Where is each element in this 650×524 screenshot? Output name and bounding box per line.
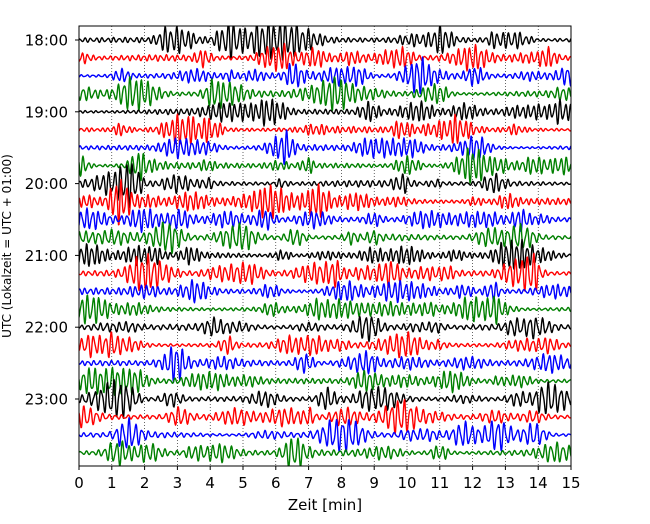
y-tick-label: 18:00 <box>25 32 68 50</box>
seismogram-trace <box>79 346 571 384</box>
x-tick-label: 8 <box>337 474 347 492</box>
seismogram-trace <box>79 129 571 166</box>
seismogram-trace <box>79 163 571 209</box>
x-tick-label: 10 <box>397 474 416 492</box>
seismogram-trace <box>79 331 571 359</box>
y-tick-label: 23:00 <box>25 391 68 409</box>
vertical-grid-lines <box>111 26 539 466</box>
seismogram-trace <box>79 315 571 343</box>
plot-frame <box>78 25 572 467</box>
x-tick-label: 4 <box>205 474 215 492</box>
x-tick-label: 11 <box>430 474 449 492</box>
x-tick-label: 2 <box>140 474 150 492</box>
seismogram-trace <box>79 98 571 127</box>
seismogram-trace <box>79 26 571 61</box>
trace-group <box>79 26 571 466</box>
seismogram-trace <box>79 252 571 292</box>
seismogram-trace <box>79 113 571 145</box>
seismogram-trace <box>79 278 571 304</box>
seismogram-trace <box>79 42 571 73</box>
y-tick-label: 20:00 <box>25 175 68 193</box>
seismogram-trace <box>79 147 571 184</box>
seismogram-trace <box>79 378 571 419</box>
x-tick-label: 14 <box>529 474 548 492</box>
seismogram-trace <box>79 221 571 255</box>
seismogram-trace <box>79 75 571 112</box>
seismogram-trace <box>79 417 571 453</box>
x-tick-label: 13 <box>496 474 515 492</box>
x-tick-label: 0 <box>74 474 84 492</box>
x-tick-label: 3 <box>173 474 183 492</box>
x-tick-label: 6 <box>271 474 281 492</box>
seismogram-trace <box>79 437 571 466</box>
seismogram-trace <box>79 178 571 226</box>
x-tick-label: 1 <box>107 474 117 492</box>
x-axis: 0 1 2 3 4 5 6 7 8 9 10 11 12 13 14 15 <box>74 466 581 492</box>
x-tick-label: 9 <box>369 474 379 492</box>
seismogram-trace <box>79 398 571 435</box>
y-tick-label: 19:00 <box>25 103 68 121</box>
x-tick-label: 12 <box>463 474 482 492</box>
seismogram-trace <box>79 366 571 396</box>
seismogram-trace <box>79 207 571 234</box>
x-tick-label: 5 <box>238 474 248 492</box>
x-axis-label: Zeit [min] <box>288 496 362 514</box>
seismogram-trace <box>79 56 571 95</box>
seismogram-trace <box>79 238 571 270</box>
seismogram-trace <box>79 294 571 325</box>
y-axis-label: UTC (Lokalzeit = UTC + 01:00) <box>0 154 14 338</box>
x-tick-label: 15 <box>561 474 580 492</box>
y-axis: 18:00 19:00 20:00 21:00 22:00 23:00 <box>25 32 79 409</box>
y-tick-label: 21:00 <box>25 247 68 265</box>
x-tick-label: 7 <box>304 474 314 492</box>
y-tick-label: 22:00 <box>25 319 68 337</box>
